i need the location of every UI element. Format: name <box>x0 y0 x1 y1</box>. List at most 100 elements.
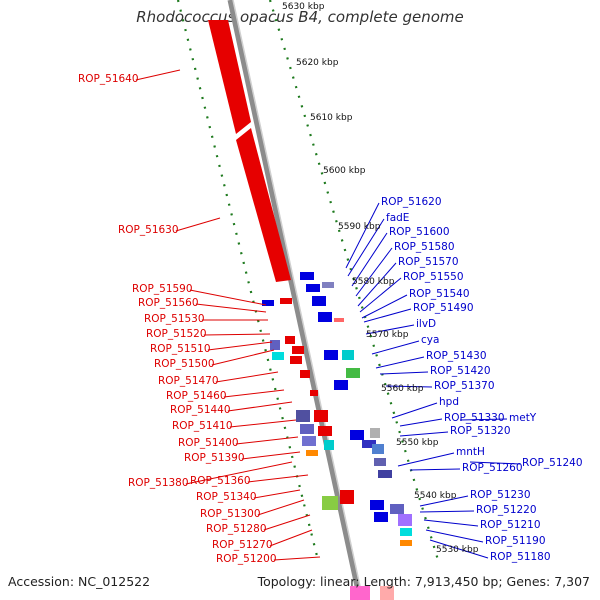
right-gene-label[interactable]: ROP_51330 <box>444 412 505 424</box>
right-label-leader <box>379 371 429 375</box>
ruler-tick-label: 5570 kbp <box>366 330 409 340</box>
left-gene-label[interactable]: ROP_51300 <box>200 508 261 520</box>
gene-block <box>362 440 376 448</box>
gene-block <box>374 512 388 522</box>
left-gene-label[interactable]: ROP_51590 <box>132 283 193 295</box>
gene-block <box>270 340 280 350</box>
left-gene-label[interactable]: ROP_51200 <box>216 553 277 565</box>
left-label-leader <box>135 69 181 81</box>
left-label-leader <box>257 499 305 516</box>
gene-block <box>296 410 310 422</box>
gene-block <box>380 586 394 600</box>
left-label-leader <box>229 419 297 428</box>
gene-block <box>290 356 302 364</box>
right-label-leader <box>429 539 489 559</box>
left-gene-label[interactable]: ROP_51340 <box>196 491 257 503</box>
left-gene-label[interactable]: ROP_51470 <box>158 375 219 387</box>
gene-block <box>280 298 292 304</box>
right-gene-label[interactable]: ROP_51490 <box>413 302 474 314</box>
gene-block <box>322 496 338 510</box>
left-gene-label[interactable]: ROP_51560 <box>138 297 199 309</box>
right-label-leader <box>357 262 397 307</box>
right-gene-label[interactable]: ROP_51430 <box>426 350 487 362</box>
right-gene-label[interactable]: ROP_51600 <box>389 226 450 238</box>
right-gene-label[interactable]: mntH <box>456 446 485 458</box>
outer-ruler-left <box>176 0 320 561</box>
right-gene-label[interactable]: ROP_51220 <box>476 504 537 516</box>
gene-block <box>312 296 326 306</box>
gene-block <box>374 458 386 466</box>
gene-block <box>306 450 318 456</box>
right-label-leader <box>425 529 484 543</box>
right-gene-label[interactable]: ROP_51570 <box>398 256 459 268</box>
left-gene-label[interactable]: ROP_51520 <box>146 328 207 340</box>
gene-block <box>310 390 318 396</box>
right-label-leader <box>345 202 380 269</box>
gene-block <box>350 430 364 440</box>
right-gene-label[interactable]: ROP_51260 <box>462 462 523 474</box>
left-gene-label[interactable]: ROP_51530 <box>144 313 205 325</box>
right-gene-label[interactable]: fadE <box>386 212 410 224</box>
left-label-leader <box>215 371 279 383</box>
gene-rop-51640 <box>208 20 251 134</box>
right-gene-label[interactable]: cya <box>421 334 440 346</box>
right-gene-label[interactable]: ROP_51550 <box>403 271 464 283</box>
right-label-leader <box>363 308 412 323</box>
left-gene-label[interactable]: ROP_51630 <box>118 224 179 236</box>
right-gene-label[interactable]: ROP_51540 <box>409 288 470 300</box>
gene-block <box>378 470 392 478</box>
left-gene-label[interactable]: ROP_51270 <box>212 539 273 551</box>
right-label-leader <box>361 294 408 319</box>
left-gene-label[interactable]: ROP_51280 <box>206 523 267 535</box>
right-gene-label[interactable]: ROP_51210 <box>480 519 541 531</box>
left-gene-label[interactable]: ROP_51390 <box>184 452 245 464</box>
left-gene-label[interactable]: ROP_51640 <box>78 73 139 85</box>
right-gene-label[interactable]: ROP_51620 <box>381 196 442 208</box>
right-label-leader <box>423 519 479 527</box>
right-gene-label[interactable]: ROP_51190 <box>485 535 546 547</box>
right-label-leader <box>365 324 415 335</box>
genome-summary-text: Topology: linear; Length: 7,913,450 bp; … <box>257 574 590 589</box>
right-gene-label[interactable]: ROP_51240 <box>522 457 583 469</box>
right-gene-label[interactable]: ROP_51580 <box>394 241 455 253</box>
gene-block <box>370 500 384 510</box>
gene-block <box>302 436 316 446</box>
left-gene-label[interactable]: ROP_51440 <box>170 404 231 416</box>
ruler-tick-label: 5630 kbp <box>282 2 325 12</box>
gene-block <box>400 540 412 546</box>
left-gene-label[interactable]: ROP_51460 <box>166 390 227 402</box>
left-gene-label[interactable]: ROP_51410 <box>172 420 233 432</box>
gene-block <box>342 350 354 360</box>
right-label-leader <box>399 418 443 427</box>
left-gene-label[interactable]: ROP_51400 <box>178 437 239 449</box>
right-gene-label[interactable]: ilvD <box>416 318 437 330</box>
right-gene-label[interactable]: hpd <box>439 396 459 408</box>
right-gene-label[interactable]: ROP_51230 <box>470 489 531 501</box>
left-label-leader <box>269 529 313 547</box>
gene-rop-51630 <box>236 128 291 282</box>
gene-block <box>322 282 334 288</box>
gene-block <box>398 514 412 526</box>
ruler-tick-label: 5580 kbp <box>352 277 395 287</box>
left-label-leader <box>207 341 273 351</box>
gene-block <box>346 368 360 378</box>
right-label-leader <box>419 495 469 507</box>
right-gene-label[interactable]: ROP_51180 <box>490 551 551 563</box>
right-gene-label[interactable]: metY <box>509 412 537 424</box>
right-label-leader <box>409 468 461 471</box>
left-gene-label[interactable]: ROP_51510 <box>150 343 211 355</box>
right-label-leader <box>399 431 449 437</box>
gene-block <box>300 424 314 434</box>
gene-block <box>262 300 274 306</box>
left-gene-label[interactable]: ROP_51380 <box>128 477 189 489</box>
right-gene-label[interactable]: ROP_51320 <box>450 425 511 437</box>
gene-block <box>334 380 348 390</box>
left-label-leader <box>189 289 267 306</box>
right-gene-label[interactable]: ROP_51420 <box>430 365 491 377</box>
left-label-leader <box>203 333 271 336</box>
ruler-tick-label: 5610 kbp <box>310 113 353 123</box>
left-gene-label[interactable]: ROP_51500 <box>154 358 215 370</box>
right-gene-label[interactable]: ROP_51370 <box>434 380 495 392</box>
right-label-leader <box>359 277 402 313</box>
left-gene-label[interactable]: ROP_51360 <box>190 475 251 487</box>
